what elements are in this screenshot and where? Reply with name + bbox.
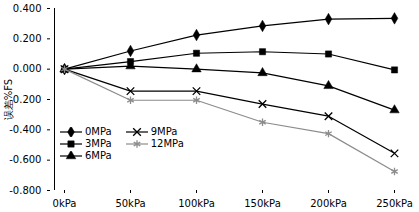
svg-text:-0.200: -0.200 — [9, 94, 41, 105]
svg-text:100kPa: 100kPa — [178, 198, 215, 209]
svg-text:0.200: 0.200 — [13, 33, 42, 44]
svg-text:-0.600: -0.600 — [9, 154, 41, 165]
svg-text:-0.400: -0.400 — [9, 124, 41, 135]
html-text:12MPa: 12MPa — [150, 138, 184, 149]
svg-text:200kPa: 200kPa — [310, 198, 347, 209]
html-text:9MPa: 9MPa — [150, 126, 178, 137]
svg-text:0kPa: 0kPa — [53, 198, 77, 209]
html-text:0MPa: 0MPa — [85, 126, 112, 137]
svg-text:误差%FS: 误差%FS — [3, 79, 14, 120]
svg-text:0.000: 0.000 — [13, 63, 42, 74]
html-text:6MPa: 6MPa — [85, 150, 112, 161]
html-text:3MPa: 3MPa — [85, 138, 112, 149]
svg-text:-0.800: -0.800 — [9, 185, 41, 196]
svg-text:50kPa: 50kPa — [115, 198, 145, 209]
svg-text:150kPa: 150kPa — [244, 198, 281, 209]
svg-text:0.400: 0.400 — [13, 3, 42, 14]
svg-text:250kPa: 250kPa — [376, 198, 413, 209]
